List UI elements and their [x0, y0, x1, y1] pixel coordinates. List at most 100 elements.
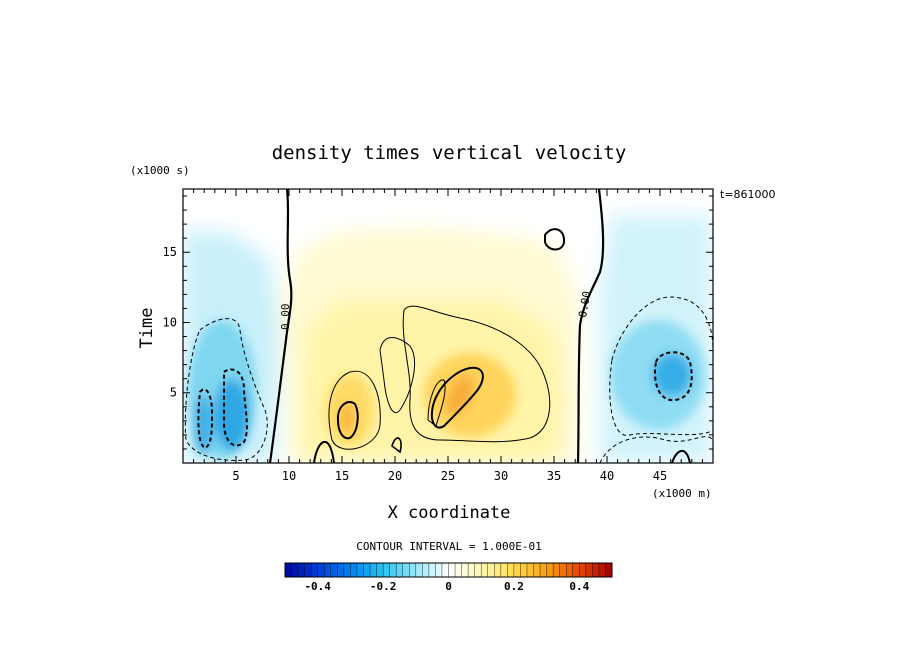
colorbar-swatch [324, 563, 332, 577]
negative-right-deep [652, 353, 692, 397]
colorbar-swatch [376, 563, 384, 577]
positive-contour-left [328, 370, 381, 450]
x-units-label: (x1000 m) [652, 487, 712, 500]
colorbar-swatch [415, 563, 423, 577]
x-tick-label: 10 [282, 469, 296, 483]
zero-contour-island [544, 228, 566, 251]
colorbar-swatch [474, 563, 482, 577]
colorbar-swatch [598, 563, 606, 577]
zero-contour-bottom-a [313, 440, 335, 463]
colorbar-swatch [507, 563, 515, 577]
x-tick-label: 30 [494, 469, 508, 483]
colorbar-swatch [409, 563, 417, 577]
colorbar-swatch [500, 563, 508, 577]
contour-interval-text: CONTOUR INTERVAL = 1.000E-01 [356, 540, 541, 553]
colorbar-swatch [389, 563, 397, 577]
x-tick-label: 45 [653, 469, 667, 483]
negative-contour-right-inner [654, 351, 693, 402]
zero-contour-left [268, 189, 293, 463]
time-stamp: t=861000 [720, 188, 776, 201]
negative-contour-left-inner [223, 368, 248, 447]
colorbar-swatch [396, 563, 404, 577]
colorbar-swatch [572, 563, 580, 577]
colorbar-swatch [592, 563, 600, 577]
colorbar-swatch [494, 563, 502, 577]
x-tick-label: 15 [335, 469, 349, 483]
colorbar-swatch [350, 563, 358, 577]
x-tick-label: 40 [600, 469, 614, 483]
x-tick-label: 35 [547, 469, 561, 483]
colorbar-swatch [487, 563, 495, 577]
colorbar-swatch [428, 563, 436, 577]
colorbar-swatch [468, 563, 475, 577]
colorbar-swatch [356, 563, 364, 577]
colorbar-swatch [370, 563, 377, 577]
colorbar-tick-label: 0.4 [569, 580, 589, 593]
negative-contour-left-outer [184, 318, 268, 461]
colorbar-swatch [383, 563, 390, 577]
positive-contour-right-inner [430, 366, 484, 429]
colorbar-swatch [553, 563, 560, 577]
colorbar-frame [284, 562, 613, 578]
colorbar-swatch [585, 563, 593, 577]
positive-contour-large [402, 305, 551, 443]
x-axis-label: X coordinate [388, 503, 511, 523]
heatmap-field: 0.00 0.00 [183, 189, 713, 463]
negative-contour-right-outer [609, 296, 713, 436]
y-units-label: (x1000 s) [130, 164, 190, 177]
contour-label-left: 0.00 [279, 304, 292, 331]
colorbar-swatch [455, 563, 462, 577]
y-tick-label: 15 [163, 245, 177, 259]
colorbar-ticks: -0.4 -0.2 0 0.2 0.4 [304, 580, 589, 593]
y-tick-label: 5 [170, 386, 177, 400]
colorbar-swatch [605, 563, 613, 577]
colorbar-swatch [540, 563, 547, 577]
colorbar-swatch [291, 563, 299, 577]
colorbar-swatch [435, 563, 443, 577]
colorbar-swatch [363, 563, 371, 577]
colorbar-swatch [520, 563, 528, 577]
x-tick-label: 5 [232, 469, 239, 483]
y-axis-ticks: 5 10 15 [163, 195, 713, 450]
colorbar-swatch [343, 563, 351, 577]
colorbar-swatch [337, 563, 345, 577]
colorbar-swatch [461, 563, 469, 577]
colorbar-swatch [402, 563, 410, 577]
colorbar-swatch [566, 563, 574, 577]
colorbar-swatch [317, 563, 325, 577]
y-axis-label: Time [137, 308, 157, 349]
negative-contour-right-bottom [599, 436, 713, 463]
contour-label-right: 0.00 [576, 290, 593, 318]
colorbar-swatch [526, 563, 534, 577]
zero-contour-bottom-c [391, 437, 402, 454]
y-tick-label: 10 [163, 315, 177, 329]
chart-title: density times vertical velocity [272, 142, 627, 164]
colorbar-swatch [311, 563, 318, 577]
negative-contour-left-inner2 [197, 388, 214, 450]
colorbar-swatch [533, 563, 541, 577]
positive-contour-right-small [427, 379, 446, 427]
colorbar-swatch [481, 563, 489, 577]
positive-peak-left [340, 402, 354, 434]
colorbar-tick-label: -0.4 [304, 580, 331, 593]
colorbar-swatch [448, 563, 456, 577]
colorbar-swatch [513, 563, 521, 577]
colorbar-tick-label: 0 [445, 580, 452, 593]
colorbar-swatch [579, 563, 587, 577]
colorbar-tick-label: -0.2 [370, 580, 397, 593]
colorbar-swatch [546, 563, 554, 577]
colorbar-swatch [422, 563, 430, 577]
colorbar-swatch [298, 563, 305, 577]
colorbar-swatch [285, 563, 292, 577]
colorbar-swatch [304, 563, 312, 577]
colorbar-swatch [441, 563, 449, 577]
positive-peak-right [445, 374, 475, 416]
colorbar-tick-label: 0.2 [504, 580, 524, 593]
x-tick-label: 25 [441, 469, 455, 483]
x-axis-ticks: 5 10 15 20 25 30 35 40 45 [193, 189, 703, 483]
positive-contour-left-inner [336, 401, 359, 440]
colorbar [284, 562, 613, 578]
positive-contour-mid [379, 337, 416, 413]
zero-contour-bottom-b [671, 450, 691, 463]
